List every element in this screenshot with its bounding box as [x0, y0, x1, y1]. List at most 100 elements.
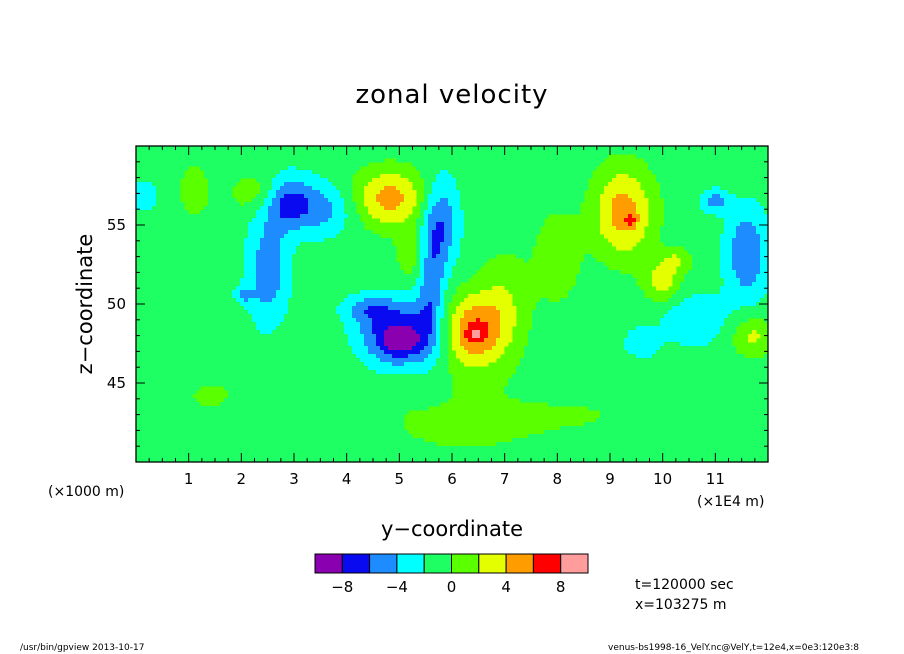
field-cell: [724, 230, 737, 235]
field-cell: [268, 214, 281, 219]
field-cell: [308, 198, 329, 203]
field-cell: [348, 342, 365, 347]
field-cell: [720, 270, 737, 275]
field-cell: [724, 282, 741, 287]
field-cell: [420, 170, 441, 175]
field-cell: [732, 254, 761, 259]
field-cell: [576, 282, 637, 287]
colorbar-swatch: [396, 553, 425, 574]
field-cell: [440, 250, 449, 255]
field-cell: [292, 294, 349, 299]
field-cell: [268, 210, 281, 215]
field-cell: [512, 374, 769, 379]
field-cell: [428, 230, 433, 235]
field-cell: [364, 334, 377, 339]
field-cell: [756, 230, 769, 235]
field-cell: [312, 186, 337, 191]
field-cell: [480, 334, 489, 339]
field-cell: [432, 350, 441, 355]
field-cell: [420, 242, 429, 247]
field-cell: [300, 214, 333, 219]
footer-left: /usr/bin/gpview 2013-10-17: [20, 643, 144, 653]
field-cell: [136, 434, 413, 439]
field-cell: [672, 254, 677, 259]
colorbar-swatch: [560, 553, 589, 574]
field-cell: [452, 270, 477, 275]
field-cell: [384, 186, 397, 191]
field-cell: [412, 162, 601, 167]
field-cell: [372, 322, 433, 327]
field-cell: [420, 286, 441, 291]
field-cell: [424, 210, 433, 215]
field-cell: [424, 306, 433, 311]
field-cell: [244, 202, 265, 207]
field-cell: [136, 418, 405, 423]
field-cell: [736, 226, 757, 231]
field-cell: [376, 338, 385, 343]
field-cell: [436, 174, 453, 179]
field-cell: [524, 354, 637, 359]
field-cell: [760, 262, 769, 267]
field-cell: [660, 238, 721, 243]
field-cell: [452, 234, 465, 239]
field-cell: [292, 266, 401, 271]
field-cell: [596, 418, 769, 423]
field-cell: [272, 202, 281, 207]
field-cell: [436, 306, 445, 311]
field-cell: [444, 266, 453, 271]
field-cell: [456, 310, 465, 315]
field-cell: [628, 334, 717, 339]
field-cell: [308, 202, 333, 207]
field-cell: [344, 206, 357, 211]
field-cell: [448, 282, 461, 287]
field-cell: [580, 262, 605, 267]
field-cell: [464, 234, 537, 239]
field-cell: [244, 270, 257, 275]
field-cell: [668, 310, 733, 315]
field-cell: [280, 282, 293, 287]
field-cell: [452, 242, 461, 247]
field-cell: [264, 234, 285, 239]
field-cell: [756, 274, 769, 279]
field-cell: [432, 254, 437, 259]
field-cell: [296, 246, 397, 251]
field-cell: [208, 198, 237, 203]
field-cell: [416, 258, 421, 263]
field-cell: [136, 330, 261, 335]
field-cell: [200, 166, 289, 171]
field-cell: [528, 338, 625, 343]
field-cell: [464, 334, 473, 339]
field-cell: [136, 238, 245, 243]
field-cell: [292, 274, 421, 279]
field-cell: [416, 254, 421, 259]
field-cell: [440, 282, 449, 287]
field-cell: [444, 290, 457, 295]
field-cell: [504, 386, 769, 391]
field-cell: [576, 278, 637, 283]
field-cell: [280, 266, 293, 271]
field-cell: [548, 402, 769, 407]
field-cell: [444, 226, 453, 231]
field-cell: [464, 314, 501, 319]
field-cell: [136, 202, 157, 207]
field-cell: [432, 330, 437, 335]
field-cell: [752, 282, 769, 287]
field-cell: [260, 206, 269, 211]
field-cell: [272, 298, 289, 303]
field-cell: [440, 342, 449, 347]
field-cell: [136, 230, 249, 235]
field-cell: [428, 222, 437, 227]
field-cell: [136, 398, 197, 403]
field-cell: [424, 282, 441, 287]
field-cell: [356, 302, 429, 307]
x-tick-label: 8: [553, 470, 563, 488]
field-cell: [720, 242, 733, 247]
field-cell: [136, 374, 453, 379]
field-cell: [368, 306, 389, 311]
field-cell: [440, 294, 445, 299]
field-cell: [760, 250, 769, 255]
field-cell: [424, 178, 437, 183]
velocity-field: [136, 146, 769, 463]
field-cell: [664, 214, 717, 219]
field-cell: [436, 310, 445, 315]
